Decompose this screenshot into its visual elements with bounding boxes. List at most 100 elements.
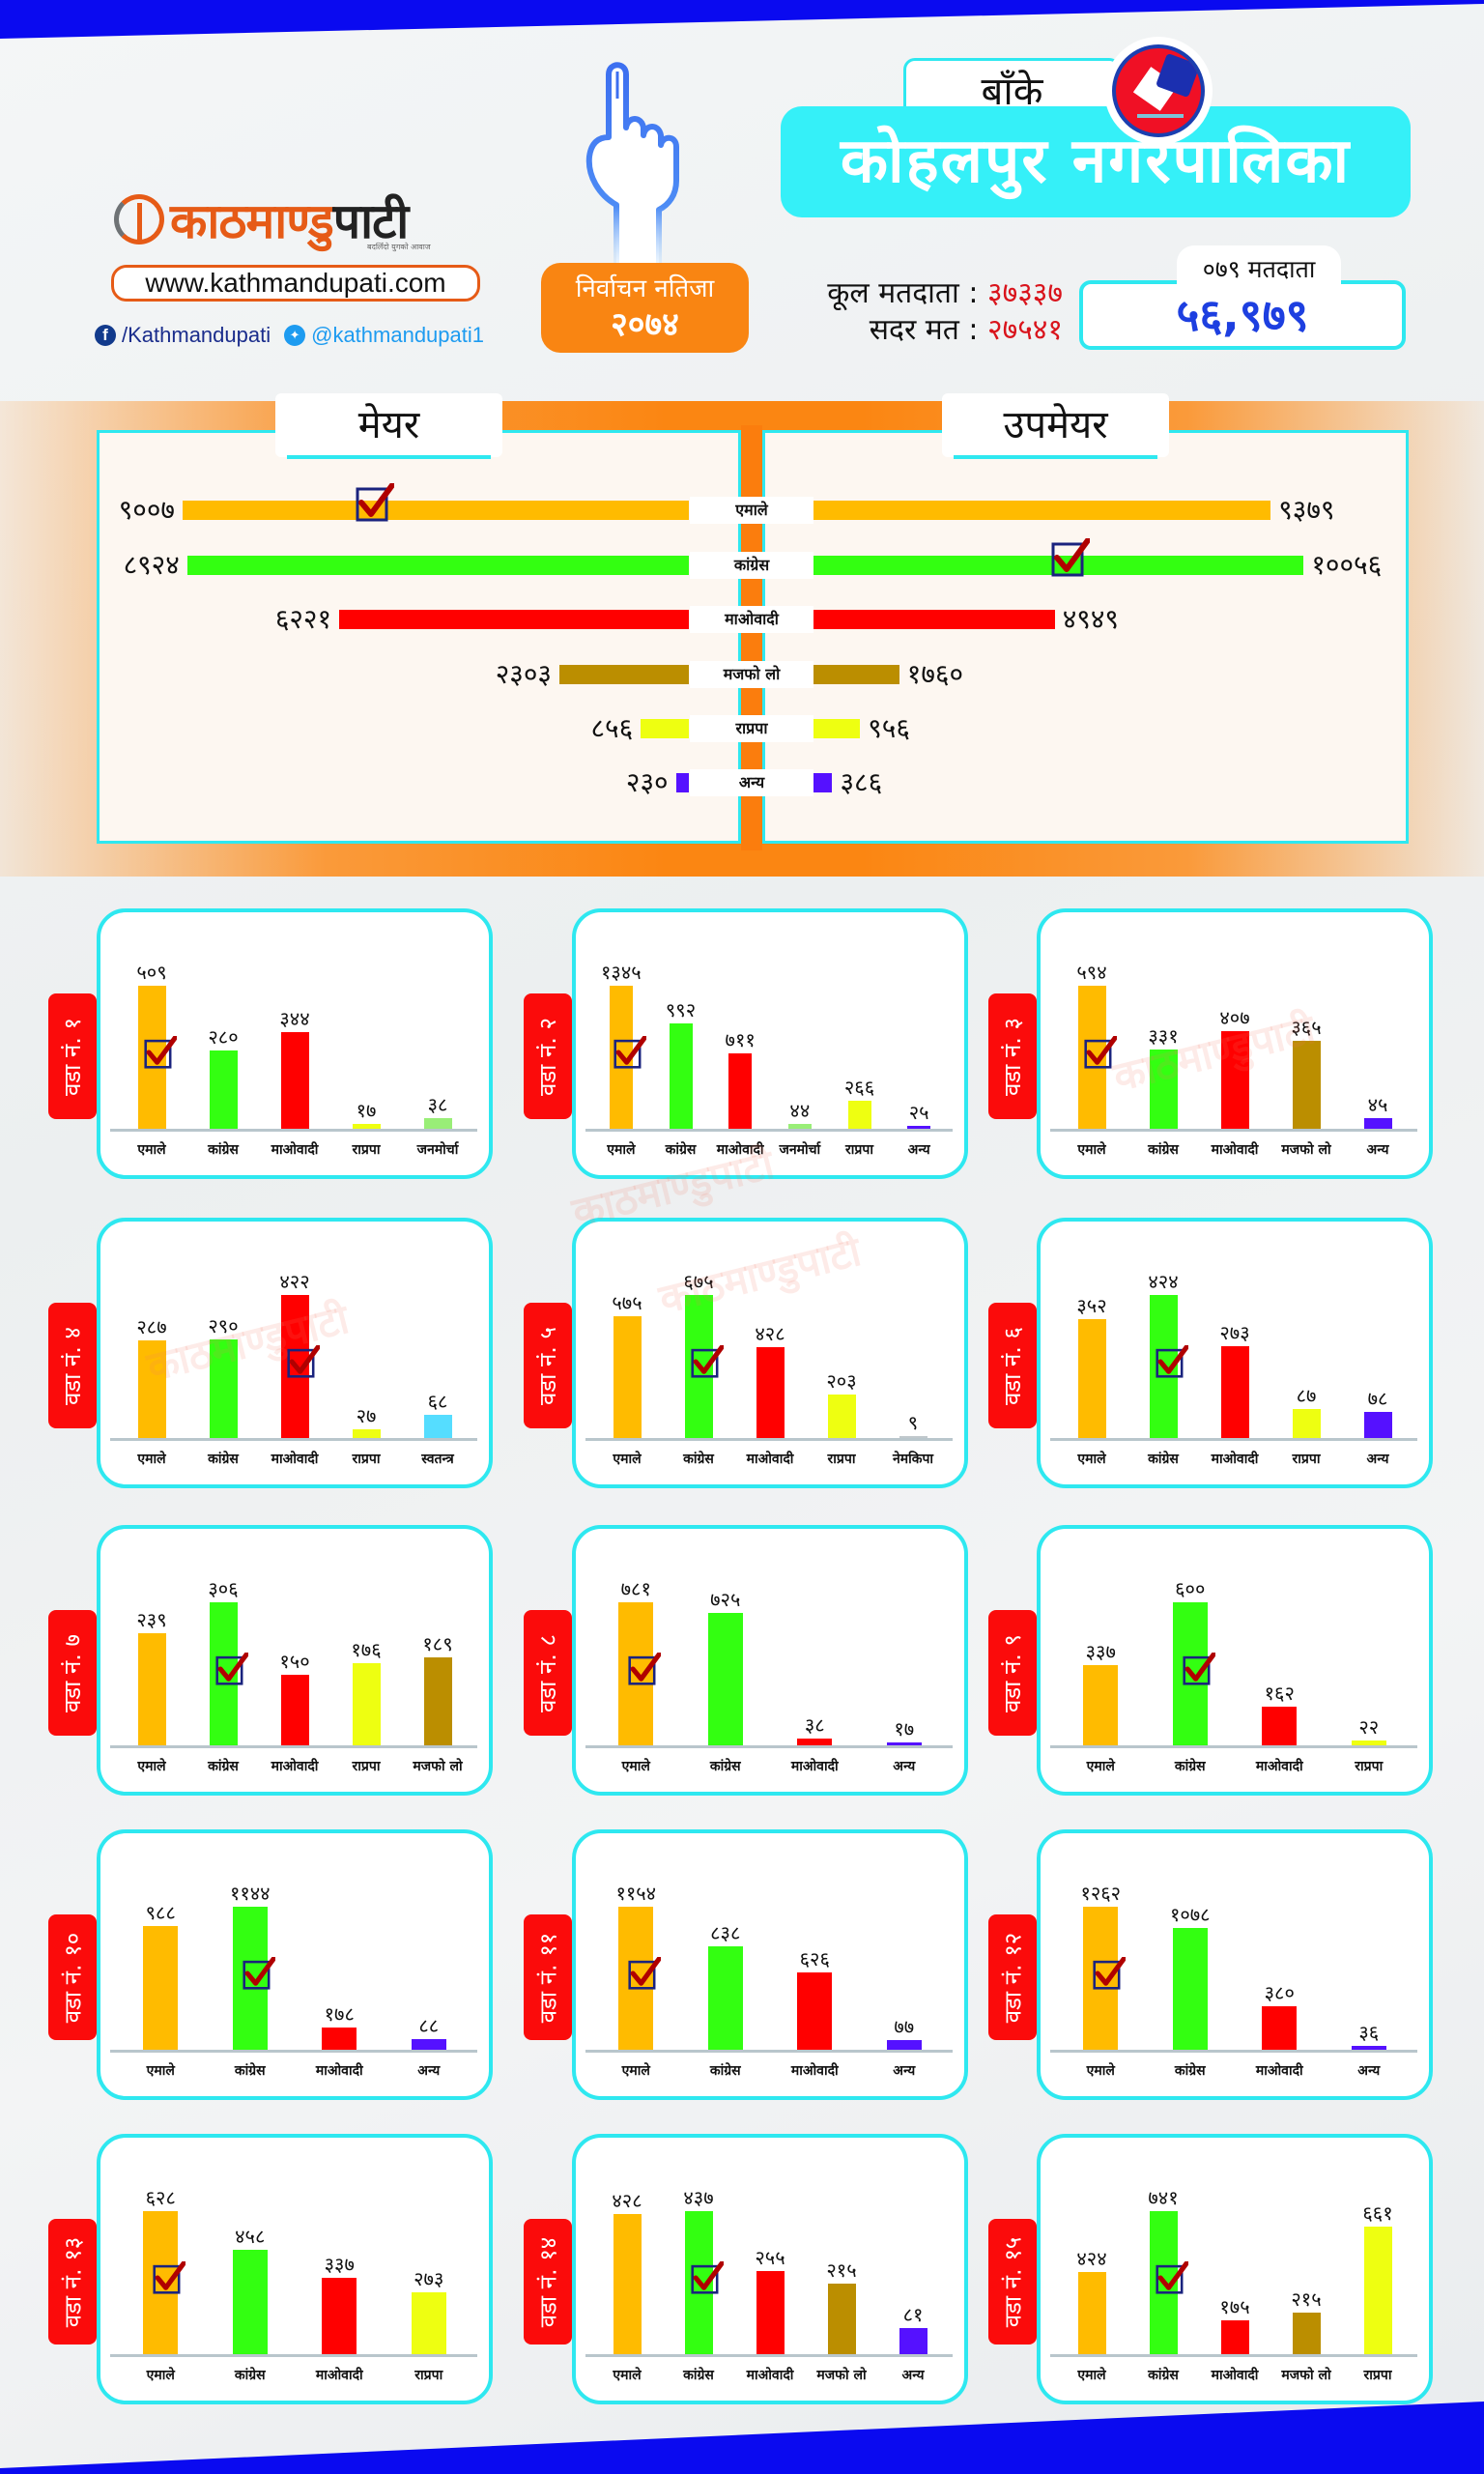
deputy-value: ९५६ <box>868 712 910 744</box>
bar-value-label: २९० <box>208 1314 239 1338</box>
twitter-link[interactable]: @kathmandupati1 <box>311 323 484 347</box>
winner-check-icon <box>243 1956 275 1990</box>
ward-bar <box>827 1395 856 1438</box>
ward-bar <box>322 2027 357 2050</box>
party-label: मजफो लो <box>1281 1142 1331 1158</box>
divider-edge-left <box>738 430 741 844</box>
party-label: कांग्रेस <box>1148 2368 1179 2383</box>
valid-votes-value: २७५४१ <box>987 313 1063 347</box>
party-label: माओवादी <box>271 1142 319 1158</box>
ward-bar <box>1077 2272 1106 2354</box>
ward-number-tag: वडा नं. ७ <box>48 1610 97 1736</box>
party-label: माओवादी <box>1211 2368 1259 2383</box>
ward-number-tag: वडा नं. १४ <box>524 2219 572 2345</box>
ward-bar <box>1292 1408 1321 1438</box>
voter-stats: कूल मतदाता : ३७३३७ सदर मत : २७५४१ <box>754 275 1063 349</box>
bar-value-label: ६२६ <box>799 1946 830 1971</box>
chart-baseline <box>585 1129 953 1132</box>
ward-bar <box>411 2291 446 2354</box>
chart-baseline <box>1050 1438 1417 1441</box>
ward-bar <box>827 2284 856 2354</box>
party-label: एमाले <box>613 2368 642 2383</box>
ward-bar <box>756 1347 785 1438</box>
party-label: जनमोर्चा <box>779 1142 821 1158</box>
party-label: माओवादी <box>315 2063 363 2079</box>
ward-bar <box>209 1339 238 1438</box>
ward-number-label: वडा नं. ८ <box>534 1633 562 1712</box>
ward-bar <box>1351 2045 1386 2050</box>
bar-value-label: ४२२ <box>279 1270 310 1293</box>
bar-value-label: ४४ <box>789 1099 811 1123</box>
ward-bar <box>1077 1319 1106 1438</box>
bar-value-label: २७३ <box>414 2266 444 2290</box>
winner-check-icon <box>1156 2260 1188 2294</box>
ward-number-tag: वडा नं. ११ <box>524 1914 572 2040</box>
ward-bar <box>1351 1740 1386 1745</box>
party-label: कांग्रेस <box>1174 2063 1206 2079</box>
party-label: मजफो लो <box>413 1759 463 1774</box>
site-logo[interactable]: काठमाण्डु पाटी <box>114 186 471 253</box>
facebook-link[interactable]: /Kathmandupati <box>122 323 271 347</box>
bar-value-label: ४५८ <box>235 2225 266 2249</box>
deputy-value: ३८६ <box>840 766 883 798</box>
winner-check-icon <box>691 2260 724 2294</box>
winner-check-icon <box>628 1956 662 1990</box>
party-label: कांग्रेस <box>234 2063 266 2079</box>
ward-card[interactable] <box>1037 1525 1433 1796</box>
party-label: कांग्रेस <box>665 1142 697 1158</box>
party-label: माओवादी <box>1255 2063 1303 2079</box>
website-link[interactable]: www.kathmandupati.com <box>111 265 480 302</box>
party-label: माओवादी <box>1211 1142 1259 1158</box>
party-label: एमाले <box>137 1142 166 1158</box>
party-label: अन्य <box>893 1759 916 1774</box>
bar-value-label: ८३८ <box>710 1920 741 1944</box>
facebook-icon: f <box>95 325 116 346</box>
badge-title: निर्वाचन नतिजा <box>575 274 715 303</box>
party-label: माओवादी <box>790 1759 839 1774</box>
party-label: कांग्रेस <box>1148 1142 1179 1158</box>
party-label: राप्रपा <box>352 1759 381 1774</box>
deputy-bar <box>813 773 833 792</box>
mayor-bar <box>182 501 689 520</box>
party-label: राप्रपा <box>690 715 813 742</box>
chart-baseline <box>110 2050 477 2053</box>
bar-value-label: १७ <box>356 1099 377 1123</box>
ward-bar <box>1149 1049 1178 1129</box>
ward-number-label: वडा नं. ६ <box>999 1326 1027 1405</box>
bar-value-label: ७८१ <box>620 1577 651 1600</box>
ward-number-label: वडा नं. ३ <box>999 1017 1027 1096</box>
ward-bar <box>1262 2006 1298 2050</box>
ward-bar <box>1363 1411 1392 1438</box>
party-label: एमाले <box>137 1759 166 1774</box>
winner-check-icon <box>287 1344 320 1378</box>
bar-value-label: २२ <box>1358 1714 1380 1739</box>
ward-number-label: वडा नं. १२ <box>999 1932 1027 2023</box>
bar-value-label: ७४१ <box>1148 2186 1179 2209</box>
valid-votes-label: सदर मत : <box>869 313 979 347</box>
bar-value-label: ८७ <box>1296 1383 1317 1407</box>
logo-text-primary: काठमाण्डु <box>170 193 334 249</box>
party-label: स्वतन्त्र <box>421 1452 454 1467</box>
bar-value-label: १७६ <box>351 1637 382 1661</box>
bar-value-label: ३३७ <box>1085 1639 1116 1663</box>
deputy-bar <box>813 719 861 738</box>
bar-value-label: ६६१ <box>1362 2201 1393 2225</box>
chart-baseline <box>1050 1745 1417 1748</box>
bar-value-label: ४२८ <box>755 1322 785 1346</box>
bar-value-label: ६८ <box>427 1390 448 1414</box>
mayor-bar <box>186 556 689 575</box>
ward-bar <box>137 1340 166 1438</box>
voters-079-label: ०७९ मतदाता <box>1177 245 1341 290</box>
party-label: माओवादी <box>746 2368 794 2383</box>
bar-value-label: २८७ <box>136 1315 167 1339</box>
bar-value-label: २७ <box>356 1403 377 1427</box>
bar-value-label: २१५ <box>826 2258 857 2283</box>
bar-value-label: ६२८ <box>145 2186 176 2209</box>
divider-stem <box>741 425 762 850</box>
ward-bar <box>1220 2320 1249 2354</box>
mayor-value: ८९२४ <box>123 549 180 581</box>
deputy-bar <box>813 665 899 684</box>
ward-bar <box>899 1436 928 1438</box>
party-label: राप्रपा <box>352 1142 381 1158</box>
winner-check-icon <box>1084 1035 1117 1069</box>
